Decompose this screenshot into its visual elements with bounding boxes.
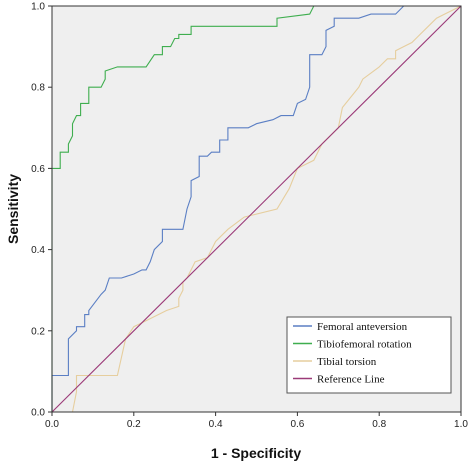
legend: Femoral anteversion Tibiofemoral rotation…: [286, 316, 452, 394]
x-tick-label: 0.0: [45, 419, 59, 430]
y-tick-label: 0.4: [31, 245, 45, 256]
legend-label: Femoral anteversion: [317, 321, 408, 333]
y-tick-label: 1.0: [31, 2, 45, 13]
x-tick-label: 1.0: [454, 419, 468, 430]
legend-label: Reference Line: [317, 374, 385, 386]
y-tick-label: 0.8: [31, 83, 45, 94]
legend-label: Tibiofemoral rotation: [317, 339, 412, 351]
series-line-reference-line: [51, 5, 462, 413]
y-axis: 0.0 0.2 0.4 0.6 0.8 1.0: [31, 2, 52, 419]
x-tick-label: 0.6: [290, 419, 304, 430]
legend-entries: Femoral anteversion Tibiofemoral rotation…: [293, 321, 412, 386]
legend-box: [286, 316, 452, 394]
y-tick-label: 0.2: [31, 326, 45, 337]
x-tick-label: 0.2: [127, 419, 141, 430]
x-axis-title: 1 - Specificity: [211, 445, 301, 461]
legend-label: Tibial torsion: [317, 356, 377, 368]
y-tick-label: 0.6: [31, 164, 45, 175]
y-axis-title: Sensitivity: [5, 174, 21, 244]
y-tick-label: 0.0: [31, 408, 45, 419]
series-line-femoral-anteversion: [51, 5, 461, 412]
x-axis: 0.0 0.2 0.4 0.6 0.8 1.0: [45, 412, 468, 430]
series-line-tibiofemoral-rotation: [51, 5, 461, 412]
series-layer: [51, 5, 462, 413]
plot-frame: [51, 5, 462, 413]
series-line-tibial-torsion: [52, 5, 462, 413]
x-tick-label: 0.4: [209, 419, 223, 430]
x-tick-label: 0.8: [372, 419, 386, 430]
